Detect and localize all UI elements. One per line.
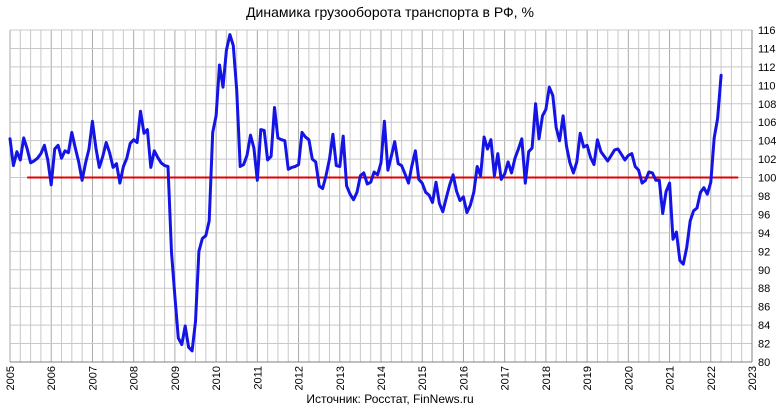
y-tick-label: 114 [758,43,776,55]
x-tick-label: 2008 [129,366,141,390]
x-tick-label: 2022 [706,366,718,390]
y-tick-label: 96 [758,209,770,221]
x-tick-label: 2019 [582,366,594,390]
x-tick-labels: 2005 2006 2007 2008 2009 2010 2011 2012 2013 2014… [5,366,759,390]
source-note: Источник: Росстат, FinNews.ru [0,392,780,406]
series-layer [10,35,721,351]
y-tick-label: 112 [758,62,776,74]
series-line [10,35,721,351]
x-tick-label: 2013 [335,366,347,390]
y-tick-labels: 80 82 84 86 88 90 92 94 96 98 100 102 104 106 108 110 11… [758,25,776,369]
x-tick-label: 2007 [87,366,99,390]
y-tick-label: 92 [758,246,770,258]
y-tick-label: 110 [758,80,776,92]
x-tick-label: 2010 [211,366,223,390]
y-tick-label: 104 [758,136,776,148]
y-tick-label: 106 [758,117,776,129]
y-tick-label: 86 [758,302,770,314]
x-tick-label: 2017 [500,366,512,390]
x-tick-label: 2023 [747,366,759,390]
y-tick-label: 82 [758,339,770,351]
x-tick-label: 2005 [5,366,17,390]
x-tick-label: 2015 [417,366,429,390]
x-tick-label: 2012 [294,366,306,390]
y-tick-label: 80 [758,357,770,369]
x-tick-label: 2020 [623,366,635,390]
y-tick-label: 102 [758,154,776,166]
y-tick-label: 94 [758,228,770,240]
x-tick-label: 2018 [541,366,553,390]
x-tick-label: 2021 [665,366,677,390]
y-tick-label: 98 [758,191,770,203]
x-tick-label: 2006 [46,366,58,390]
x-tick-label: 2014 [376,366,388,390]
y-tick-label: 108 [758,99,776,111]
y-tick-label: 100 [758,173,776,185]
y-tick-label: 90 [758,265,770,277]
y-tick-label: 88 [758,283,770,295]
y-tick-label: 116 [758,25,776,37]
x-tick-label: 2011 [252,366,264,390]
y-tick-label: 84 [758,320,770,332]
x-tick-label: 2009 [170,366,182,390]
grid [10,30,752,362]
x-tick-label: 2016 [458,366,470,390]
